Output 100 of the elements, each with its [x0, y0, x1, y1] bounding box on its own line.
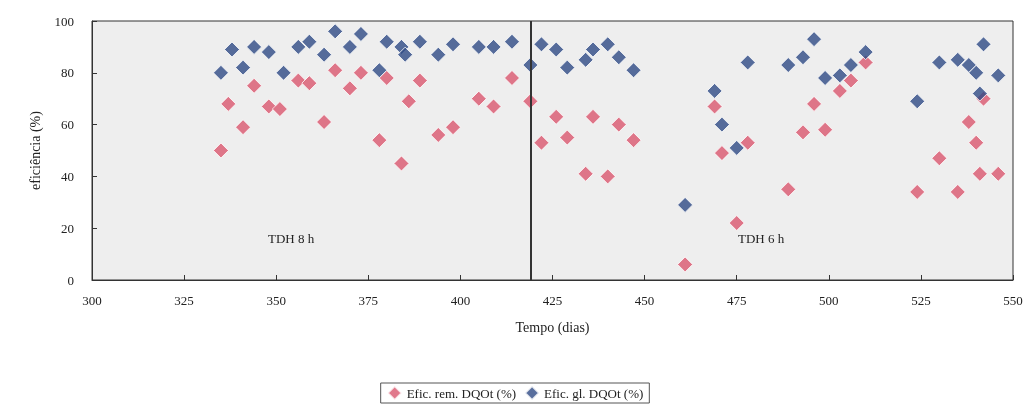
- point: [728, 215, 745, 232]
- point: [842, 57, 859, 74]
- point: [470, 90, 487, 107]
- point: [378, 33, 395, 50]
- point: [275, 64, 292, 81]
- annotation: TDH 6 h: [738, 231, 785, 246]
- point: [975, 36, 992, 53]
- point: [909, 183, 926, 200]
- point: [585, 108, 602, 125]
- point: [739, 54, 756, 71]
- point: [909, 93, 926, 110]
- point: [503, 33, 520, 50]
- point: [397, 46, 414, 63]
- point: [223, 41, 240, 58]
- point: [371, 132, 388, 149]
- point: [341, 80, 358, 97]
- point: [842, 72, 859, 89]
- annotation: TDH 8 h: [268, 231, 315, 246]
- point: [931, 150, 948, 167]
- point: [949, 183, 966, 200]
- point: [290, 72, 307, 89]
- point: [260, 44, 277, 61]
- point: [817, 121, 834, 138]
- x-tick-label: 300: [82, 293, 102, 308]
- y-axis-title: eficiência (%): [27, 110, 44, 190]
- x-tick-label: 525: [911, 293, 931, 308]
- point: [220, 95, 237, 112]
- x-tick-label: 350: [266, 293, 286, 308]
- y-tick-label: 80: [61, 65, 74, 81]
- point: [290, 38, 307, 55]
- point: [960, 114, 977, 131]
- point: [990, 165, 1007, 182]
- legend-label: Efic. gl. DQOt (%): [544, 385, 644, 401]
- point: [960, 57, 977, 74]
- point: [485, 98, 502, 115]
- point: [831, 82, 848, 99]
- point: [599, 168, 616, 185]
- point: [625, 62, 642, 79]
- point: [559, 59, 576, 76]
- x-tick-label: 325: [174, 293, 194, 308]
- point: [503, 69, 520, 86]
- point: [706, 98, 723, 115]
- point: [713, 116, 730, 133]
- point: [352, 64, 369, 81]
- point: [246, 77, 263, 94]
- point: [625, 132, 642, 149]
- point: [235, 119, 252, 136]
- point: [411, 72, 428, 89]
- point: [677, 196, 694, 213]
- point: [968, 134, 985, 151]
- point: [212, 64, 229, 81]
- point: [445, 119, 462, 136]
- point: [411, 33, 428, 50]
- point: [485, 38, 502, 55]
- y-tick-label: 40: [61, 168, 74, 184]
- point: [533, 134, 550, 151]
- y-tick-label: 0: [67, 272, 74, 288]
- point: [780, 57, 797, 74]
- point: [806, 31, 823, 48]
- point: [599, 36, 616, 53]
- point: [585, 41, 602, 58]
- point: [327, 62, 344, 79]
- y-tick-label: 100: [54, 13, 74, 29]
- point: [806, 95, 823, 112]
- point: [316, 114, 333, 131]
- x-tick-label: 375: [358, 293, 379, 308]
- point: [430, 46, 447, 63]
- x-tick-label: 400: [450, 293, 471, 308]
- x-tick-label: 550: [1003, 293, 1023, 308]
- point: [857, 44, 874, 61]
- point: [246, 38, 263, 55]
- legend-label: Efic. rem. DQOt (%): [406, 385, 517, 401]
- point: [378, 69, 395, 86]
- y-tick-label: 60: [61, 117, 74, 133]
- point: [990, 67, 1007, 84]
- point: [548, 41, 565, 58]
- point: [548, 108, 565, 125]
- point: [677, 256, 694, 273]
- point: [610, 49, 627, 66]
- point: [831, 67, 848, 84]
- point: [949, 51, 966, 68]
- point: [470, 38, 487, 55]
- point: [817, 69, 834, 86]
- point: [352, 25, 369, 42]
- point: [393, 155, 410, 172]
- point: [577, 165, 594, 182]
- point: [301, 75, 318, 92]
- point: [971, 165, 988, 182]
- point: [971, 85, 988, 102]
- x-tick-label: 475: [726, 293, 747, 308]
- x-tick-label: 500: [819, 293, 839, 308]
- point: [533, 36, 550, 53]
- point: [728, 139, 745, 156]
- point: [559, 129, 576, 146]
- point: [739, 134, 756, 151]
- point: [341, 38, 358, 55]
- point: [713, 145, 730, 162]
- x-tick-label: 425: [542, 293, 563, 308]
- point: [577, 51, 594, 68]
- y-tick-label: 20: [61, 220, 74, 236]
